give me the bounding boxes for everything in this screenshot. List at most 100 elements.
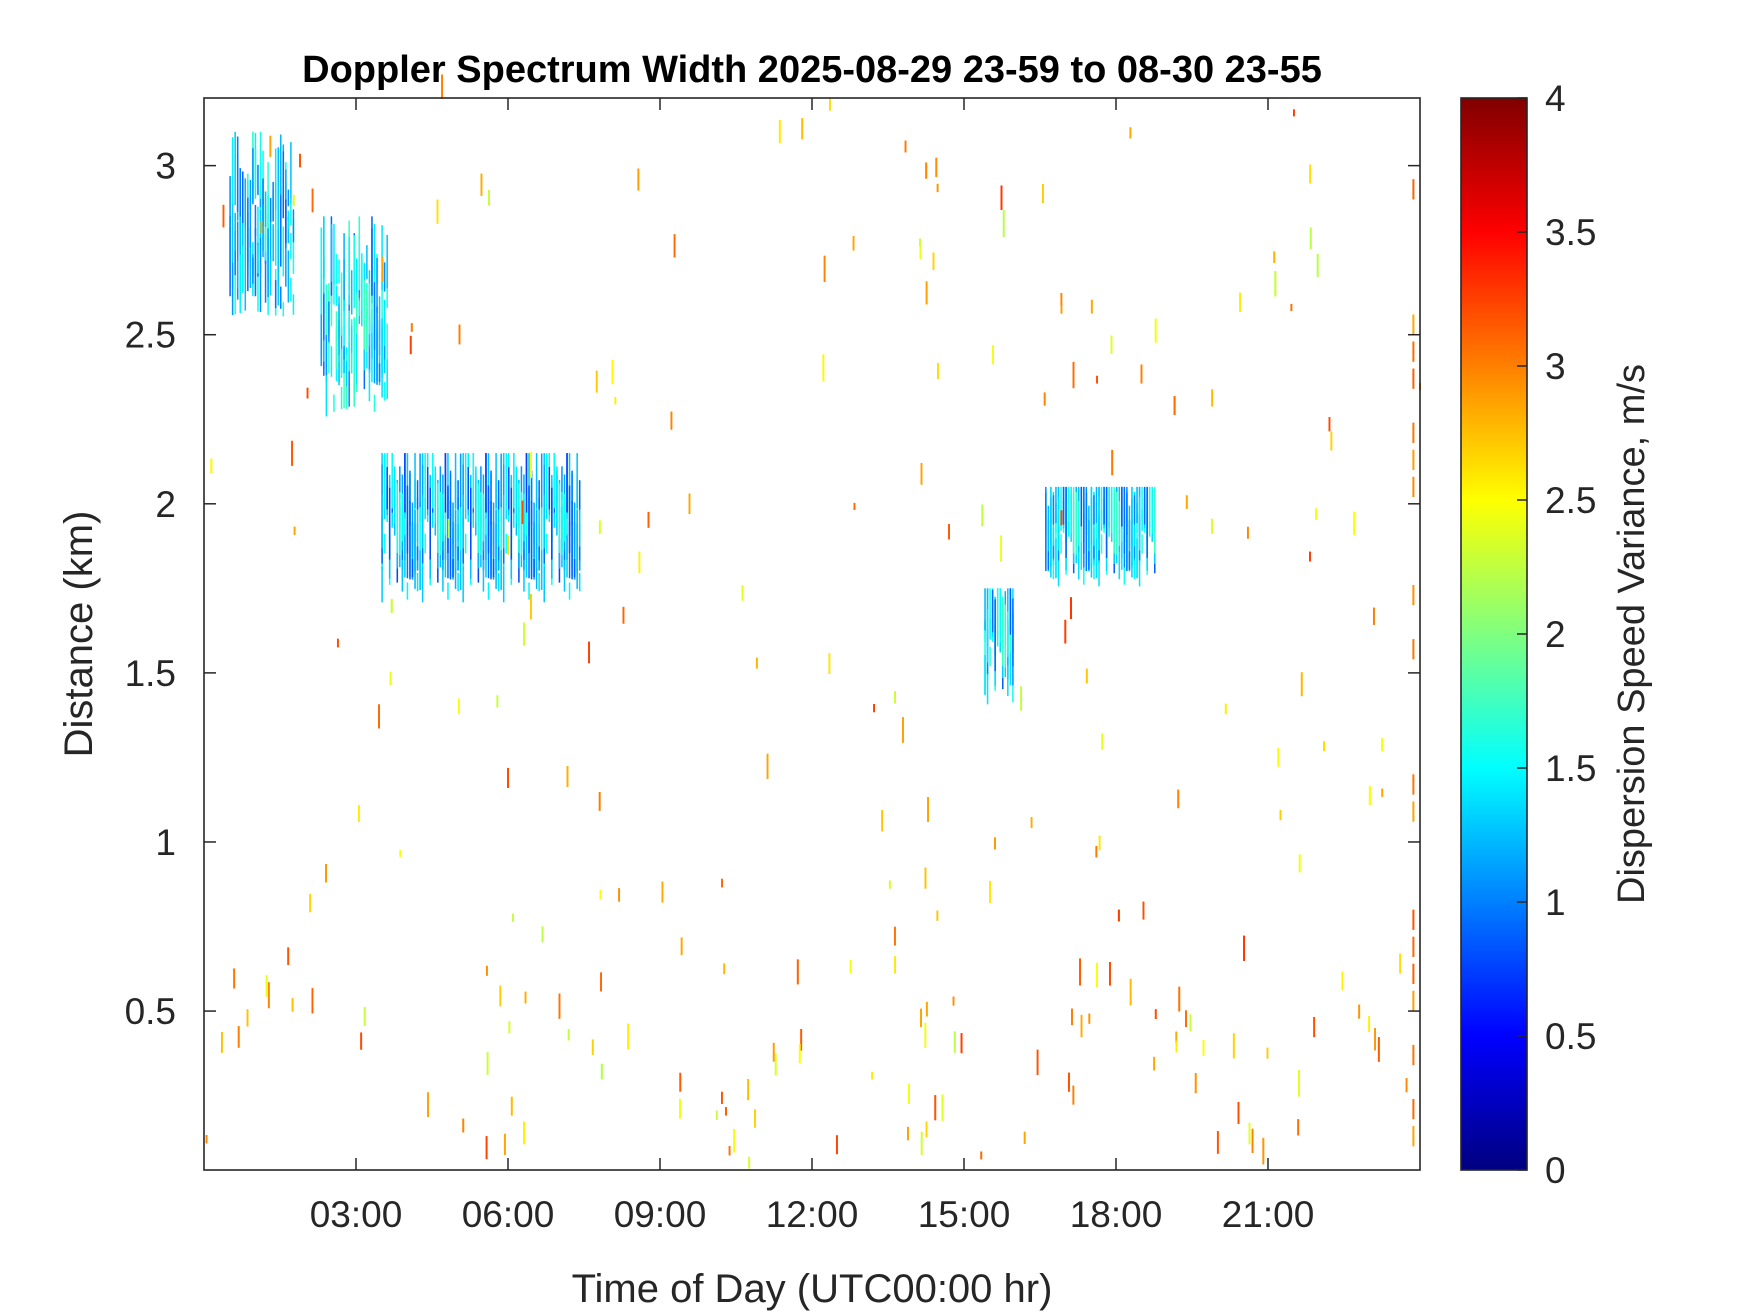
echo-cell [1141, 486, 1143, 525]
colorbar-label: Dispersion Speed Variance, m/s [1611, 364, 1653, 904]
echo-cell [1138, 551, 1141, 587]
x-tick-label: 06:00 [462, 1194, 555, 1235]
echo-cell [561, 466, 563, 500]
speckle-cell [688, 493, 691, 514]
echo-cell [447, 582, 449, 600]
y-tick-label: 2 [155, 484, 176, 525]
echo-cell [231, 262, 234, 316]
speckle-cell [627, 1023, 630, 1050]
x-tick-label: 18:00 [1070, 1194, 1163, 1235]
echo-cell [1098, 551, 1100, 587]
speckle-cell [798, 1043, 801, 1064]
echo-cell [573, 528, 576, 580]
echo-cell [277, 229, 279, 285]
y-tick-label: 1.5 [125, 653, 176, 694]
echo-cell [495, 549, 497, 569]
speckle-cell [1412, 936, 1415, 957]
speckle-cell [614, 397, 617, 405]
speckle-cell [622, 606, 625, 624]
speckle-cell [541, 926, 544, 943]
echo-cell [371, 309, 373, 383]
echo-cell [492, 528, 495, 580]
speckle-cell [1368, 1016, 1371, 1033]
echo-cell [290, 232, 292, 259]
speckle-cell [524, 991, 527, 1004]
echo-cell [1004, 604, 1007, 668]
speckle-cell [828, 653, 831, 674]
speckle-cell [1279, 810, 1282, 821]
speckle-cell [521, 500, 524, 525]
echo-cell [340, 272, 343, 336]
echo-cell [381, 494, 383, 549]
speckle-cell [754, 1109, 756, 1128]
echo-cell [497, 546, 500, 561]
echo-cell [292, 209, 295, 243]
speckle-cell [935, 157, 938, 177]
echo-cell [1136, 486, 1138, 523]
echo-cell [416, 523, 419, 543]
echo-cell [457, 546, 459, 561]
echo-cell [538, 546, 540, 561]
echo-cell [543, 566, 545, 603]
echo-cell [518, 483, 520, 553]
echo-cell [320, 298, 323, 357]
echo-cell [989, 588, 991, 633]
speckle-cell [948, 524, 950, 540]
echo-cell [264, 191, 267, 227]
echo-cell [1148, 521, 1151, 537]
echo-cell [358, 300, 361, 316]
echo-cell [1118, 502, 1121, 546]
echo-cell [234, 131, 236, 206]
echo-cell [505, 453, 507, 511]
echo-cell [399, 492, 401, 555]
echo-cell [348, 318, 350, 372]
speckle-cell [1412, 801, 1415, 822]
speckle-cell [598, 520, 601, 534]
echo-cell [472, 512, 475, 528]
speckle-cell [1096, 962, 1098, 988]
echo-cell [356, 322, 358, 384]
speckle-cell [894, 926, 896, 946]
speckle-cell [1239, 292, 1241, 312]
echo-cell [325, 363, 328, 417]
echo-cell [383, 262, 386, 292]
echo-cell [500, 502, 502, 522]
echo-cell [535, 549, 538, 569]
speckle-cell [1412, 314, 1415, 335]
speckle-cell [1002, 210, 1005, 237]
echo-cell [1067, 486, 1070, 524]
speckle-cell [1412, 963, 1415, 985]
echo-cell [421, 566, 424, 603]
speckle-cell [566, 766, 569, 787]
echo-cell [1141, 534, 1143, 554]
echo-cell [409, 470, 411, 526]
speckle-cell [1309, 227, 1312, 250]
echo-cell [1055, 538, 1057, 579]
echo-cell [563, 559, 566, 592]
echo-cell [576, 453, 578, 509]
echo-cell [381, 351, 383, 370]
colorbar-tick-label: 3 [1545, 346, 1566, 387]
echo-cell [497, 480, 500, 510]
echo-cell [429, 487, 431, 560]
echo-cell [467, 466, 469, 510]
speckle-cell [1399, 953, 1402, 974]
speckle-cell [591, 1039, 594, 1055]
echo-cell [290, 142, 292, 204]
speckle-cell [936, 910, 939, 921]
echo-cell [523, 498, 525, 542]
speckle-cell [637, 168, 640, 191]
speckle-cell [1328, 417, 1331, 432]
echo-cell [1090, 544, 1093, 564]
echo-cell [533, 502, 535, 545]
echo-cell [254, 228, 257, 297]
echo-cell [459, 550, 462, 591]
speckle-cell [530, 451, 532, 478]
echo-cell [368, 290, 371, 335]
colorbar-tick-label: 3.5 [1545, 212, 1596, 253]
speckle-cell [486, 1052, 489, 1075]
echo-cell [1095, 538, 1098, 579]
speckle-cell [1041, 184, 1044, 204]
speckle-cell [222, 204, 225, 228]
speckle-cell [512, 913, 515, 922]
